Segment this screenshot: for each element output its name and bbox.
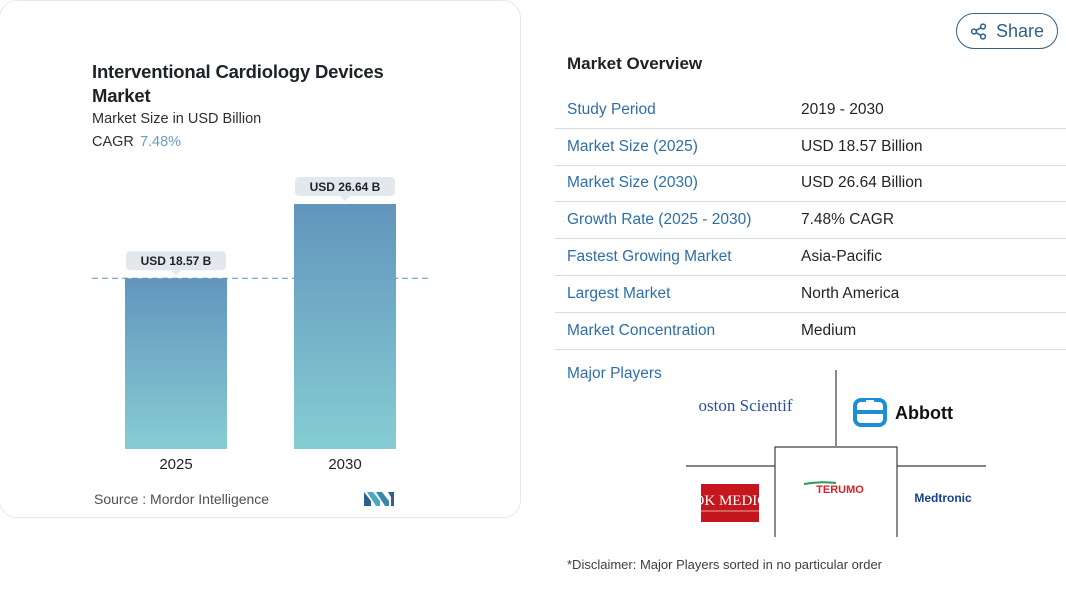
row-value: USD 26.64 Billion bbox=[801, 174, 923, 192]
row-value: USD 18.57 Billion bbox=[801, 137, 923, 155]
bar-2030 bbox=[294, 204, 396, 449]
row-key[interactable]: Growth Rate (2025 - 2030) bbox=[567, 211, 752, 229]
major-players-label[interactable]: Major Players bbox=[567, 365, 662, 382]
chart-card bbox=[0, 0, 521, 518]
table-row: Growth Rate (2025 - 2030) 7.48% CAGR bbox=[555, 202, 1066, 240]
row-key[interactable]: Market Size (2025) bbox=[567, 137, 698, 155]
x-tick-label: 2030 bbox=[328, 456, 361, 473]
row-value: 7.48% CAGR bbox=[801, 211, 895, 229]
medtronic-logo: Medtronic bbox=[914, 491, 972, 505]
table-row: Largest Market North America bbox=[555, 276, 1066, 313]
row-key[interactable]: Largest Market bbox=[567, 284, 671, 302]
cook-medical-logo: COOK MEDICAL bbox=[701, 484, 759, 522]
row-key[interactable]: Study Period bbox=[567, 100, 656, 118]
abbott-logo: Abbott bbox=[853, 398, 953, 427]
table-row: Market Size (2030) USD 26.64 Billion bbox=[555, 166, 1066, 203]
data-label-pointer bbox=[171, 270, 181, 276]
row-key[interactable]: Market Concentration bbox=[567, 321, 716, 339]
mordor-intelligence-logo bbox=[364, 492, 394, 506]
x-tick-label: 2025 bbox=[159, 456, 192, 473]
row-key[interactable]: Fastest Growing Market bbox=[567, 248, 732, 266]
boston-scientific-logo: Boston Scientific bbox=[699, 396, 793, 415]
table-row: Market Concentration Medium bbox=[555, 313, 1066, 350]
cagr-value: 7.48% bbox=[139, 134, 182, 150]
share-icon bbox=[970, 22, 987, 40]
table-row: Fastest Growing Market Asia-Pacific bbox=[555, 239, 1066, 276]
source-text: Source : Mordor Intelligence bbox=[94, 491, 269, 507]
data-label: USD 18.57 B bbox=[141, 254, 212, 268]
row-value: 2019 - 2030 bbox=[801, 100, 884, 118]
table-row: Market Size (2025) USD 18.57 Billion bbox=[555, 129, 1066, 166]
market-overview-table: Study Period 2019 - 2030 Market Size (20… bbox=[555, 92, 1066, 350]
chart-cagr: CAGR 7.48% bbox=[92, 134, 181, 150]
source-label: Source : bbox=[94, 491, 147, 507]
logo-text-terumo: TERUMO bbox=[816, 484, 864, 496]
row-value: North America bbox=[801, 284, 900, 302]
row-value: Asia-Pacific bbox=[801, 248, 882, 266]
market-overview-title: Market Overview bbox=[567, 54, 703, 73]
chart-subtitle: Market Size in USD Billion bbox=[92, 111, 262, 127]
row-value: Medium bbox=[801, 321, 857, 339]
bar-chart: USD 18.57 B 2025 USD 26.64 B 2030 bbox=[92, 177, 432, 473]
data-label-bg bbox=[295, 177, 395, 196]
cagr-label: CAGR bbox=[92, 134, 134, 150]
data-label-bg bbox=[126, 251, 226, 271]
logo-text-cook: COOK MEDICAL bbox=[701, 493, 759, 509]
share-button[interactable]: Share bbox=[956, 13, 1058, 49]
logo-text-abbott: Abbott bbox=[895, 403, 953, 423]
data-label-pointer bbox=[340, 196, 350, 201]
table-row: Study Period 2019 - 2030 bbox=[555, 92, 1066, 129]
bar-2025 bbox=[125, 278, 227, 449]
row-key[interactable]: Market Size (2030) bbox=[567, 174, 698, 192]
disclaimer-text: *Disclaimer: Major Players sorted in no … bbox=[567, 557, 883, 572]
source-value: Mordor Intelligence bbox=[150, 491, 270, 507]
share-label: Share bbox=[995, 20, 1045, 41]
data-label: USD 26.64 B bbox=[310, 180, 381, 194]
logo-text-medtronic: Medtronic bbox=[914, 491, 972, 505]
chart-title: Interventional Cardiology Devices Market bbox=[92, 61, 384, 106]
terumo-logo: TERUMO bbox=[803, 481, 864, 496]
logo-text-boston: Boston Scientific bbox=[699, 396, 793, 415]
